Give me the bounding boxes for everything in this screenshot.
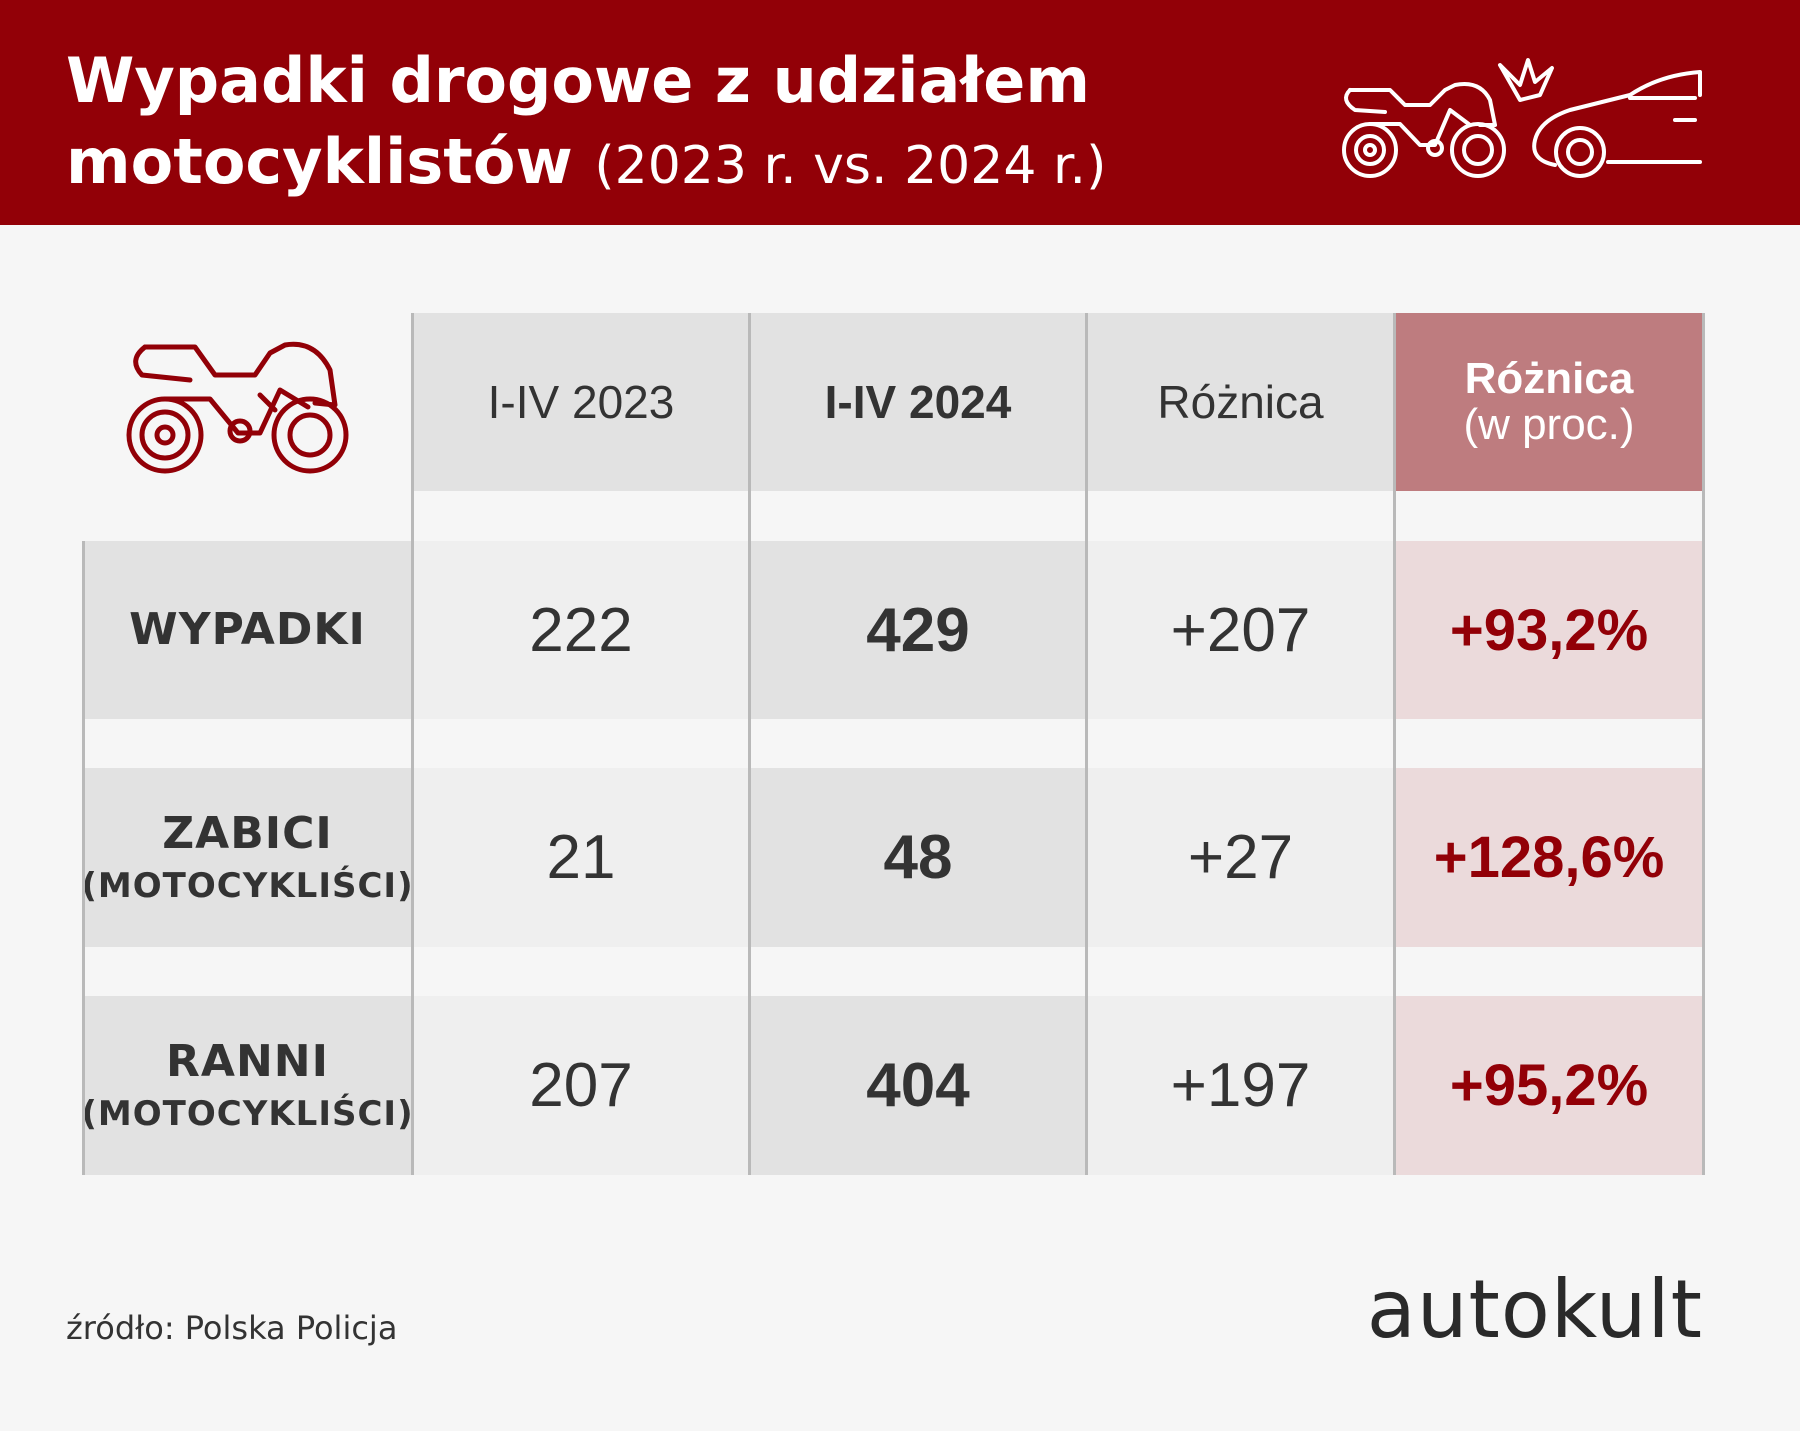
col-header-diff-label: Różnica (1157, 376, 1324, 428)
cell-ranni-2023: 207 (414, 996, 748, 1175)
row-label-main: WYPADKI (129, 604, 366, 655)
cell-zabici-pct: +128,6% (1396, 768, 1702, 947)
divider-line (82, 541, 85, 1175)
cell-zabici-2024: 48 (751, 768, 1085, 947)
col-header-pct-sublabel: (w proc.) (1463, 400, 1635, 449)
cell-zabici-diff: +27 (1088, 768, 1393, 947)
cell-wypadki-diff: +207 (1088, 541, 1393, 719)
row-label-sub: (MOTOCYKLIŚCI) (81, 1093, 414, 1134)
motorcycle-icon (120, 335, 355, 484)
row-label-ranni: RANNI (MOTOCYKLIŚCI) (81, 996, 414, 1175)
header-banner: Wypadki drogowe z udziałem motocyklistów… (0, 0, 1800, 225)
divider-line (748, 313, 751, 1175)
col-header-2024-label: I-IV 2024 (824, 376, 1012, 428)
divider-line (1085, 313, 1088, 1175)
cell-wypadki-2023: 222 (414, 541, 748, 719)
motorcycle-car-crash-icon (1330, 50, 1710, 194)
divider-line (411, 313, 414, 1175)
row-label-zabici: ZABICI (MOTOCYKLIŚCI) (81, 768, 414, 947)
row-label-main: ZABICI (162, 807, 333, 859)
cell-ranni-diff: +197 (1088, 996, 1393, 1175)
row-label-main: RANNI (166, 1035, 329, 1087)
col-header-pct-label: Różnica (1464, 354, 1634, 403)
page-title: Wypadki drogowe z udziałem motocyklistów… (66, 40, 1106, 206)
title-main: motocyklistów (66, 125, 573, 198)
col-header-diff: Różnica (1088, 313, 1393, 491)
col-header-2023-label: I-IV 2023 (487, 376, 675, 428)
col-header-pct: Różnica (w proc.) (1396, 313, 1702, 491)
row-label-wypadki: WYPADKI (84, 541, 411, 719)
source-note: źródło: Polska Policja (66, 1309, 398, 1347)
brand-logo: autokult (1366, 1263, 1703, 1356)
title-line-2: motocyklistów (2023 r. vs. 2024 r.) (66, 122, 1106, 206)
cell-ranni-2024: 404 (751, 996, 1085, 1175)
divider-line (1393, 313, 1396, 1175)
cell-zabici-2023: 21 (414, 768, 748, 947)
divider-line (1702, 313, 1705, 1175)
cell-ranni-pct: +95,2% (1396, 996, 1702, 1175)
row-label-sub: (MOTOCYKLIŚCI) (81, 865, 414, 906)
col-header-2023: I-IV 2023 (414, 313, 748, 491)
title-line-1: Wypadki drogowe z udziałem (66, 44, 1090, 117)
col-header-2024: I-IV 2024 (751, 313, 1085, 491)
cell-wypadki-2024: 429 (751, 541, 1085, 719)
cell-wypadki-pct: +93,2% (1396, 541, 1702, 719)
title-subtitle: (2023 r. vs. 2024 r.) (594, 136, 1107, 196)
